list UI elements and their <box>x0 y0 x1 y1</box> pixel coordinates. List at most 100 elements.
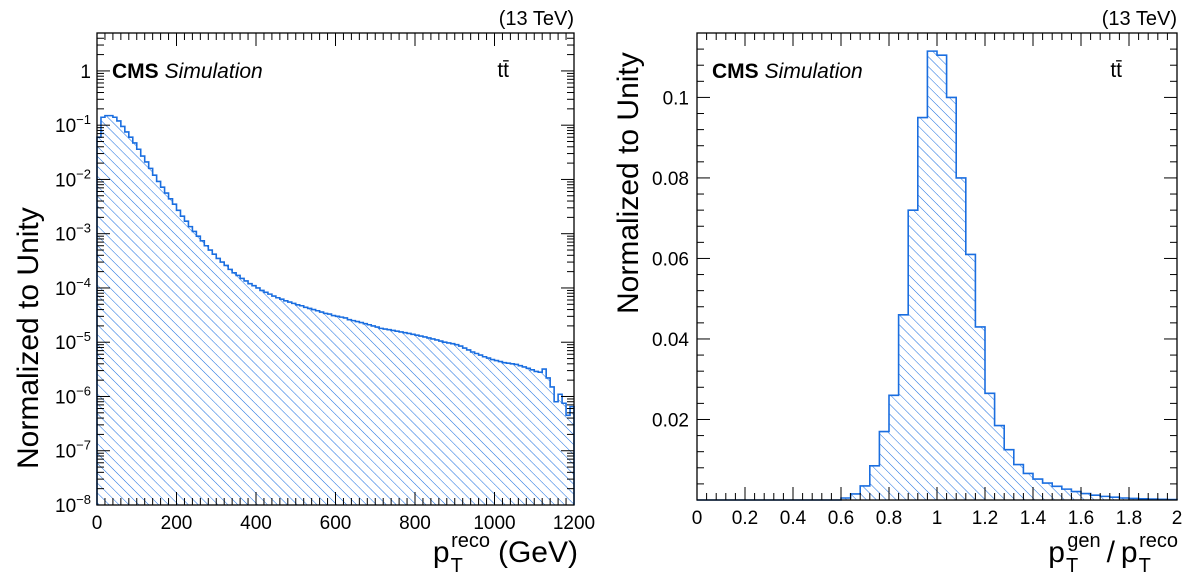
histogram-bin <box>303 307 308 505</box>
histogram-bin <box>263 292 269 505</box>
histogram-bin <box>403 332 408 505</box>
left-plot-area <box>96 114 575 506</box>
x-tick-label: 1000 <box>473 513 515 534</box>
histogram-bin <box>415 335 420 505</box>
histogram-bin <box>136 149 142 505</box>
histogram-bin <box>956 177 967 500</box>
y-tick-label: 10−4 <box>55 275 91 300</box>
histogram-bin <box>287 302 293 505</box>
histogram-bin <box>430 338 436 505</box>
histogram-bin <box>1013 464 1024 500</box>
histogram-bin <box>367 324 372 505</box>
left-y-axis: 10−8 10−7 10−6 10−5 10−4 10−3 10−2 10−1 1 <box>55 32 574 517</box>
histogram-bin <box>347 319 352 505</box>
histogram-bin <box>148 168 153 505</box>
histogram-bin <box>482 356 487 505</box>
histogram-bin <box>395 331 400 505</box>
histogram-bin <box>383 329 388 505</box>
histogram-bin <box>466 349 471 505</box>
histogram-bin <box>1071 491 1082 500</box>
x-tick-label: 0.4 <box>780 508 807 529</box>
histogram-bin <box>426 337 432 505</box>
histogram-bin <box>164 193 169 506</box>
y-tick-label: 0.04 <box>652 330 689 351</box>
y-tick-label: 10−5 <box>55 329 91 354</box>
y-tick-label: 10−2 <box>55 166 91 191</box>
histogram-bin <box>208 250 213 505</box>
histogram-bin <box>319 312 324 505</box>
histogram-bin <box>283 300 289 505</box>
histogram-bin <box>295 304 301 505</box>
left-x-axis: 0 200 400 600 800 1000 1200 <box>92 33 595 534</box>
histogram-bin <box>188 226 193 505</box>
x-tick-label: 2 <box>1172 508 1183 529</box>
histogram-bin <box>927 51 938 501</box>
y-tick-label: 0.06 <box>652 249 689 270</box>
histogram-bin <box>160 187 165 505</box>
y-tick-label: 10−1 <box>55 112 91 137</box>
histogram-bin <box>212 254 217 505</box>
histogram-bin <box>510 363 515 505</box>
histogram-bin <box>985 393 995 500</box>
histogram-bin <box>438 341 444 505</box>
histogram-bin <box>279 299 285 505</box>
histogram-bin <box>566 415 571 505</box>
histogram-bin <box>1023 473 1034 500</box>
histogram-bin <box>244 280 249 505</box>
histogram-bin <box>307 308 312 505</box>
x-tick-label: 1.4 <box>1020 508 1047 529</box>
histogram-bin <box>1109 497 1120 500</box>
histogram-bin <box>184 221 189 505</box>
x-tick-label: 200 <box>161 513 193 534</box>
histogram-bin <box>994 425 1005 500</box>
histogram-bin <box>1033 479 1043 500</box>
histogram-bin <box>116 120 122 505</box>
histogram-bin <box>271 296 277 505</box>
y-tick-label: 10−8 <box>55 492 91 517</box>
histogram-bin <box>355 321 360 505</box>
histogram-bin <box>351 320 356 505</box>
histogram-bin <box>937 55 947 500</box>
histogram-bin <box>100 117 106 505</box>
cms-simulation-label: CMS Simulation <box>112 60 263 83</box>
histogram-bin <box>216 258 221 505</box>
histogram-bin <box>550 386 555 505</box>
histogram-bin <box>1004 449 1015 500</box>
histogram-bin <box>494 360 499 505</box>
x-tick-label: 600 <box>320 513 352 534</box>
right-plot-area <box>697 50 1178 501</box>
y-tick-label: 1 <box>80 62 91 83</box>
histogram-bin <box>422 336 428 505</box>
y-axis-title: Normalized to Unity <box>612 52 645 314</box>
histogram-bin <box>180 216 185 505</box>
histogram-bin <box>232 272 237 505</box>
histogram-bin <box>339 317 344 505</box>
x-tick-label: 0 <box>692 508 703 529</box>
histogram-bin <box>474 353 479 505</box>
histogram-bin <box>407 333 412 505</box>
histogram-bin <box>343 317 348 505</box>
histogram-bin <box>140 156 145 506</box>
histogram-bin <box>434 339 440 505</box>
histogram-bin <box>152 175 157 505</box>
x-tick-label: 0 <box>92 513 103 534</box>
histogram-bin <box>442 342 448 505</box>
histogram-bin <box>458 346 463 505</box>
x-tick-label: 1 <box>932 508 943 529</box>
histogram-bin <box>124 131 130 505</box>
histogram-bin <box>898 314 909 500</box>
histogram-bin <box>562 403 567 505</box>
histogram-bin <box>168 198 173 506</box>
histogram-bin <box>478 355 483 505</box>
histogram-bin <box>311 309 316 505</box>
histogram-bin <box>514 364 519 505</box>
histogram-bin <box>267 294 273 505</box>
histogram-bin <box>315 310 320 505</box>
histogram-bin <box>1081 493 1091 500</box>
histogram-bin <box>1042 483 1053 500</box>
histogram-bin <box>112 117 118 505</box>
histogram-bin <box>327 314 332 505</box>
y-tick-label: 10−3 <box>55 221 91 246</box>
histogram-bin <box>252 285 257 505</box>
